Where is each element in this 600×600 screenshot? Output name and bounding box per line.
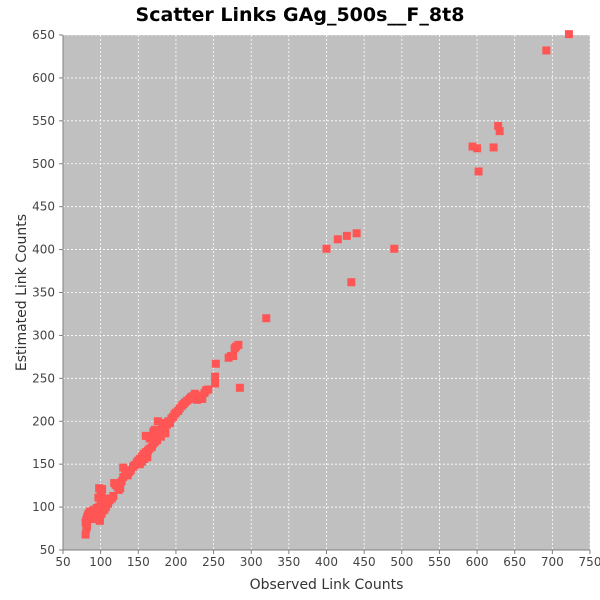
data-point xyxy=(352,229,361,238)
data-point xyxy=(165,418,174,427)
data-point xyxy=(473,144,482,153)
y-axis-label: Estimated Link Counts xyxy=(14,214,30,371)
data-point xyxy=(542,46,551,55)
y-tick-label: 500 xyxy=(32,157,55,171)
data-point xyxy=(119,463,128,472)
data-point xyxy=(156,432,165,441)
data-point xyxy=(347,278,356,287)
y-tick-label: 150 xyxy=(32,457,55,471)
y-tick-label: 600 xyxy=(32,71,55,85)
x-tick-label: 550 xyxy=(428,555,451,569)
x-tick-label: 650 xyxy=(503,555,526,569)
data-point xyxy=(229,352,238,361)
data-points xyxy=(81,30,573,539)
y-tick-label: 300 xyxy=(32,328,55,342)
data-point xyxy=(153,417,162,426)
data-point xyxy=(81,530,90,539)
data-point xyxy=(468,142,477,151)
x-tick-label: 150 xyxy=(127,555,150,569)
x-tick-label: 100 xyxy=(89,555,112,569)
data-point xyxy=(116,484,125,493)
data-point xyxy=(564,30,573,39)
data-point xyxy=(143,453,152,462)
data-point xyxy=(109,491,118,500)
data-point xyxy=(161,429,170,438)
data-point xyxy=(198,394,207,403)
y-tick-label: 50 xyxy=(40,543,55,557)
data-point xyxy=(93,510,102,519)
data-point xyxy=(204,385,213,394)
x-tick-label: 750 xyxy=(579,555,600,569)
chart-title: Scatter Links GAg_500s__F_8t8 xyxy=(135,4,465,26)
x-tick-label: 600 xyxy=(466,555,489,569)
x-tick-label: 400 xyxy=(315,555,338,569)
y-tick-label: 200 xyxy=(32,414,55,428)
x-axis-label: Observed Link Counts xyxy=(250,577,404,593)
data-point xyxy=(211,372,220,381)
x-tick-label: 450 xyxy=(353,555,376,569)
data-point xyxy=(117,477,126,486)
y-tick-label: 650 xyxy=(32,28,55,42)
x-tick-label: 300 xyxy=(240,555,263,569)
data-point xyxy=(489,143,498,152)
x-tick-label: 700 xyxy=(541,555,564,569)
x-tick-label: 50 xyxy=(55,555,70,569)
data-point xyxy=(262,314,271,323)
y-tick-label: 450 xyxy=(32,200,55,214)
data-point xyxy=(474,167,483,176)
data-point xyxy=(235,383,244,392)
x-tick-label: 350 xyxy=(277,555,300,569)
x-tick-label: 250 xyxy=(202,555,225,569)
data-point xyxy=(119,473,128,482)
data-point xyxy=(159,418,168,427)
data-point xyxy=(234,340,243,349)
data-point xyxy=(211,379,220,388)
data-point xyxy=(98,485,107,494)
x-tick-label: 200 xyxy=(164,555,187,569)
y-tick-label: 350 xyxy=(32,286,55,300)
data-point xyxy=(342,231,351,240)
y-tick-label: 400 xyxy=(32,243,55,257)
y-tick-label: 250 xyxy=(32,371,55,385)
data-point xyxy=(322,244,331,253)
data-point xyxy=(95,516,104,525)
axes: 50 100 150 200 250 300 350 400 450 500 550 600 650 70… xyxy=(32,28,600,569)
data-point xyxy=(495,127,504,136)
data-point xyxy=(390,244,399,253)
x-tick-label: 500 xyxy=(390,555,413,569)
y-tick-label: 550 xyxy=(32,114,55,128)
data-point xyxy=(494,121,503,130)
data-point xyxy=(145,434,154,443)
data-point xyxy=(333,235,342,244)
data-point xyxy=(150,425,159,434)
data-point xyxy=(94,493,103,502)
data-point xyxy=(211,359,220,368)
y-tick-label: 100 xyxy=(32,500,55,514)
